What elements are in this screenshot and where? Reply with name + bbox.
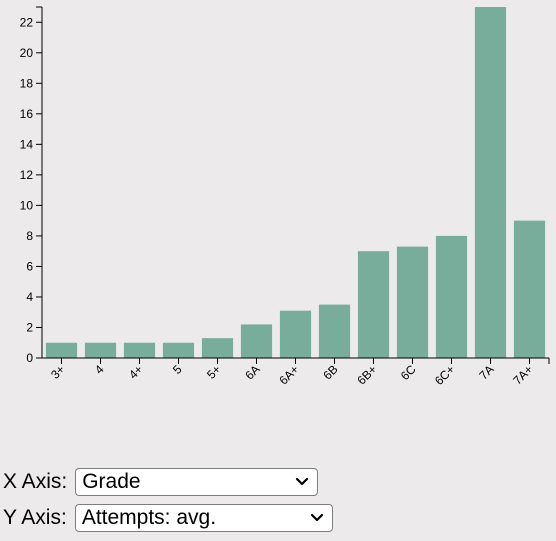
x-axis-control: X Axis: Grade xyxy=(3,466,333,498)
x-axis-selected-value: Grade xyxy=(82,470,141,493)
y-tick-label: 18 xyxy=(20,76,34,90)
y-axis-selected-value: Attempts: avg. xyxy=(81,506,217,529)
y-axis-select[interactable]: Attempts: avg. xyxy=(74,504,333,532)
x-tick-label: 6B xyxy=(320,362,340,382)
y-tick-label: 12 xyxy=(20,168,34,182)
axis-controls: X Axis: Grade Y Axis: Attempts: avg. xyxy=(3,466,333,538)
bar-5[interactable] xyxy=(162,342,195,358)
x-axis-label: X Axis: xyxy=(3,470,68,493)
bar-6C+[interactable] xyxy=(435,235,468,358)
bar-6C[interactable] xyxy=(396,246,429,358)
bar-chart: 0 2 4 6 8 10 12 14 16 18 20 22 3+ 4 4+ 5 5+ 6A 6A+ 6B 6B+ 6C… xyxy=(20,6,550,388)
x-tick-label: 6B+ xyxy=(354,362,379,387)
bar-4+[interactable] xyxy=(123,342,156,358)
bar-6A+[interactable] xyxy=(279,310,312,358)
bar-4[interactable] xyxy=(84,342,117,358)
y-axis: 0 2 4 6 8 10 12 14 16 18 20 22 xyxy=(20,6,43,365)
y-tick-label: 4 xyxy=(26,290,33,304)
x-axis-select[interactable]: Grade xyxy=(75,468,319,496)
x-tick-label: 3+ xyxy=(48,362,68,382)
bar-6B+[interactable] xyxy=(357,251,390,358)
chevron-down-icon xyxy=(310,513,323,522)
bar-7A[interactable] xyxy=(474,7,507,358)
x-tick-label: 7A+ xyxy=(510,362,535,387)
bars xyxy=(45,7,546,358)
x-tick-label: 5 xyxy=(170,362,185,377)
x-tick-label: 6A xyxy=(242,362,262,382)
y-axis-control: Y Axis: Attempts: avg. xyxy=(3,502,333,534)
x-tick-label: 4 xyxy=(92,362,107,377)
y-axis-label: Y Axis: xyxy=(3,506,67,529)
y-tick-label: 0 xyxy=(26,351,33,365)
y-tick-label: 10 xyxy=(20,198,34,212)
x-tick-label: 6C+ xyxy=(432,362,458,388)
bar-5+[interactable] xyxy=(201,338,234,358)
chevron-down-icon xyxy=(296,477,309,486)
y-tick-label: 14 xyxy=(20,137,34,151)
x-tick-label: 6C xyxy=(398,362,419,383)
x-tick-label: 5+ xyxy=(204,362,224,382)
y-tick-label: 20 xyxy=(20,46,34,60)
bar-3+[interactable] xyxy=(45,342,78,358)
y-tick-label: 8 xyxy=(26,229,33,243)
x-tick-label: 4+ xyxy=(126,362,146,382)
x-axis: 3+ 4 4+ 5 5+ 6A 6A+ 6B 6B+ 6C 6C+ 7A 7A+ xyxy=(42,357,550,388)
y-tick-label: 16 xyxy=(20,107,34,121)
x-tick-label: 6A+ xyxy=(276,362,301,387)
y-tick-label: 6 xyxy=(26,259,33,273)
bar-7A+[interactable] xyxy=(513,220,546,358)
x-tick-label: 7A xyxy=(476,362,496,382)
bar-6B[interactable] xyxy=(318,304,351,358)
y-tick-label: 2 xyxy=(26,320,33,334)
y-tick-label: 22 xyxy=(20,15,34,29)
bar-6A[interactable] xyxy=(240,324,273,358)
